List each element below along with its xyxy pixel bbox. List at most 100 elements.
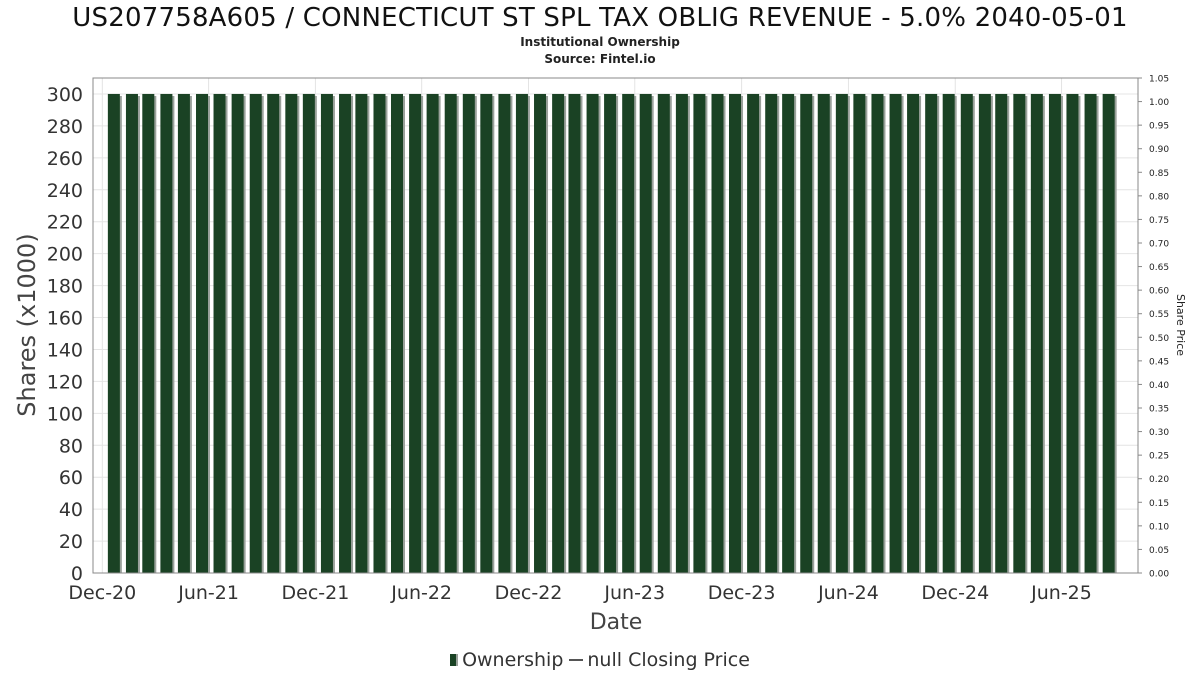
ownership-bar (782, 93, 795, 573)
ownership-bar (196, 93, 209, 573)
ownership-bar (160, 93, 173, 573)
plot-frame (92, 77, 1139, 574)
legend: Ownership null Closing Price (0, 648, 1200, 671)
ownership-bar (107, 93, 120, 573)
x-tick-label: Jun-21 (177, 582, 239, 604)
x-tick-label: Jun-23 (603, 582, 665, 604)
y2-tick-label: 0.70 (1149, 240, 1169, 250)
ownership-bar (142, 93, 155, 573)
y-tick-label: 140 (47, 339, 83, 361)
ownership-bar (568, 93, 581, 573)
ownership-bar (1013, 93, 1026, 573)
legend-price-label: null Closing Price (587, 648, 750, 671)
y-axis: 0 20 40 60 80 100 120 140 160 180 200 220 240 260 280 3… (47, 84, 83, 585)
ownership-bar (302, 93, 315, 573)
ownership-bar (267, 93, 280, 573)
x-tick-label: Dec-20 (68, 582, 136, 604)
ownership-bar (498, 93, 511, 573)
ownership-bar (604, 93, 617, 573)
y2-tick-label: 0.05 (1149, 546, 1169, 556)
ownership-bar (444, 93, 457, 573)
y2-tick-label: 0.20 (1149, 475, 1169, 485)
ownership-bar (285, 93, 298, 573)
y2-tick-label: 0.55 (1149, 310, 1169, 320)
y-tick-label: 0 (71, 563, 83, 585)
y2-tick-label: 0.65 (1149, 263, 1169, 273)
ownership-bar (552, 93, 565, 573)
x-tick-label: Dec-23 (708, 582, 776, 604)
y2-tick-label: 0.95 (1149, 122, 1169, 132)
ownership-bar (639, 93, 652, 573)
ownership-bar (409, 93, 422, 573)
ownership-bar (586, 93, 599, 573)
ownership-bar (622, 93, 635, 573)
x-axis-label: Date (590, 610, 643, 635)
ownership-bar (729, 93, 742, 573)
ownership-legend-swatch (450, 653, 459, 666)
x-tick-label: Jun-24 (817, 582, 879, 604)
ownership-bar (1084, 93, 1097, 573)
ownership-bar (800, 93, 813, 573)
ownership-bar (249, 93, 262, 573)
y-tick-label: 180 (47, 276, 83, 298)
y-tick-label: 100 (47, 403, 83, 425)
ownership-bar (978, 93, 991, 573)
ownership-bar (907, 93, 920, 573)
ownership-bar (355, 93, 368, 573)
y-tick-label: 260 (47, 148, 83, 170)
ownership-bar (390, 93, 403, 573)
ownership-bar (534, 93, 547, 573)
y2-axis-label: Share Price (1174, 294, 1187, 356)
ownership-bar (480, 93, 493, 573)
ownership-bar (213, 93, 226, 573)
ownership-bar (320, 93, 333, 573)
ownership-bar (711, 93, 724, 573)
chart-title: US207758A605 / CONNECTICUT ST SPL TAX OB… (72, 3, 1128, 33)
ownership-bar (125, 93, 138, 573)
y2-tick-label: 0.75 (1149, 216, 1169, 226)
y2-tick-label: 0.15 (1149, 499, 1169, 509)
y-tick-label: 80 (59, 435, 83, 457)
y2-tick-label: 0.50 (1149, 334, 1169, 344)
y-tick-label: 300 (47, 84, 83, 106)
ownership-bar (765, 93, 778, 573)
ownership-bar (942, 93, 955, 573)
ownership-bar (747, 93, 760, 573)
x-tick-label: Dec-21 (282, 582, 350, 604)
y-tick-label: 240 (47, 180, 83, 202)
y2-tick-label: 0.00 (1149, 570, 1169, 580)
y2-tick-label: 1.00 (1149, 98, 1169, 108)
y-tick-label: 120 (47, 371, 83, 393)
ownership-bar (675, 93, 688, 573)
y-tick-label: 60 (59, 467, 83, 489)
ownership-bar (871, 93, 884, 573)
y2-tick-label: 0.85 (1149, 169, 1169, 179)
y-tick-label: 40 (59, 499, 83, 521)
y-axis-label: Shares (x1000) (13, 233, 41, 416)
ownership-bar (925, 93, 938, 573)
ownership-bar (1048, 93, 1061, 573)
ownership-bar (853, 93, 866, 573)
ownership-bar (462, 93, 475, 573)
y-tick-label: 280 (47, 116, 83, 138)
y-tick-label: 160 (47, 308, 83, 330)
y-tick-label: 20 (59, 531, 83, 553)
ownership-bar (1066, 93, 1079, 573)
ownership-bar (426, 93, 439, 573)
bars-layer (107, 93, 1117, 573)
y-tick-label: 220 (47, 212, 83, 234)
y2-tick-label: 0.80 (1149, 192, 1169, 202)
ownership-bar (515, 93, 528, 573)
x-tick-label: Jun-25 (1030, 582, 1092, 604)
ownership-bar (657, 93, 670, 573)
y-tick-label: 200 (47, 244, 83, 266)
ownership-bar (1102, 93, 1115, 573)
y2-tick-label: 0.45 (1149, 357, 1169, 367)
ownership-bar (889, 93, 902, 573)
ownership-bar (339, 93, 352, 573)
ownership-bar (835, 93, 848, 573)
x-tick-label: Jun-22 (390, 582, 452, 604)
x-axis: Dec-20 Jun-21 Dec-21 Jun-22 Dec-22 Jun-23 Dec-… (68, 582, 1091, 604)
chart-source: Source: Fintel.io (544, 52, 656, 66)
ownership-bar (231, 93, 244, 573)
